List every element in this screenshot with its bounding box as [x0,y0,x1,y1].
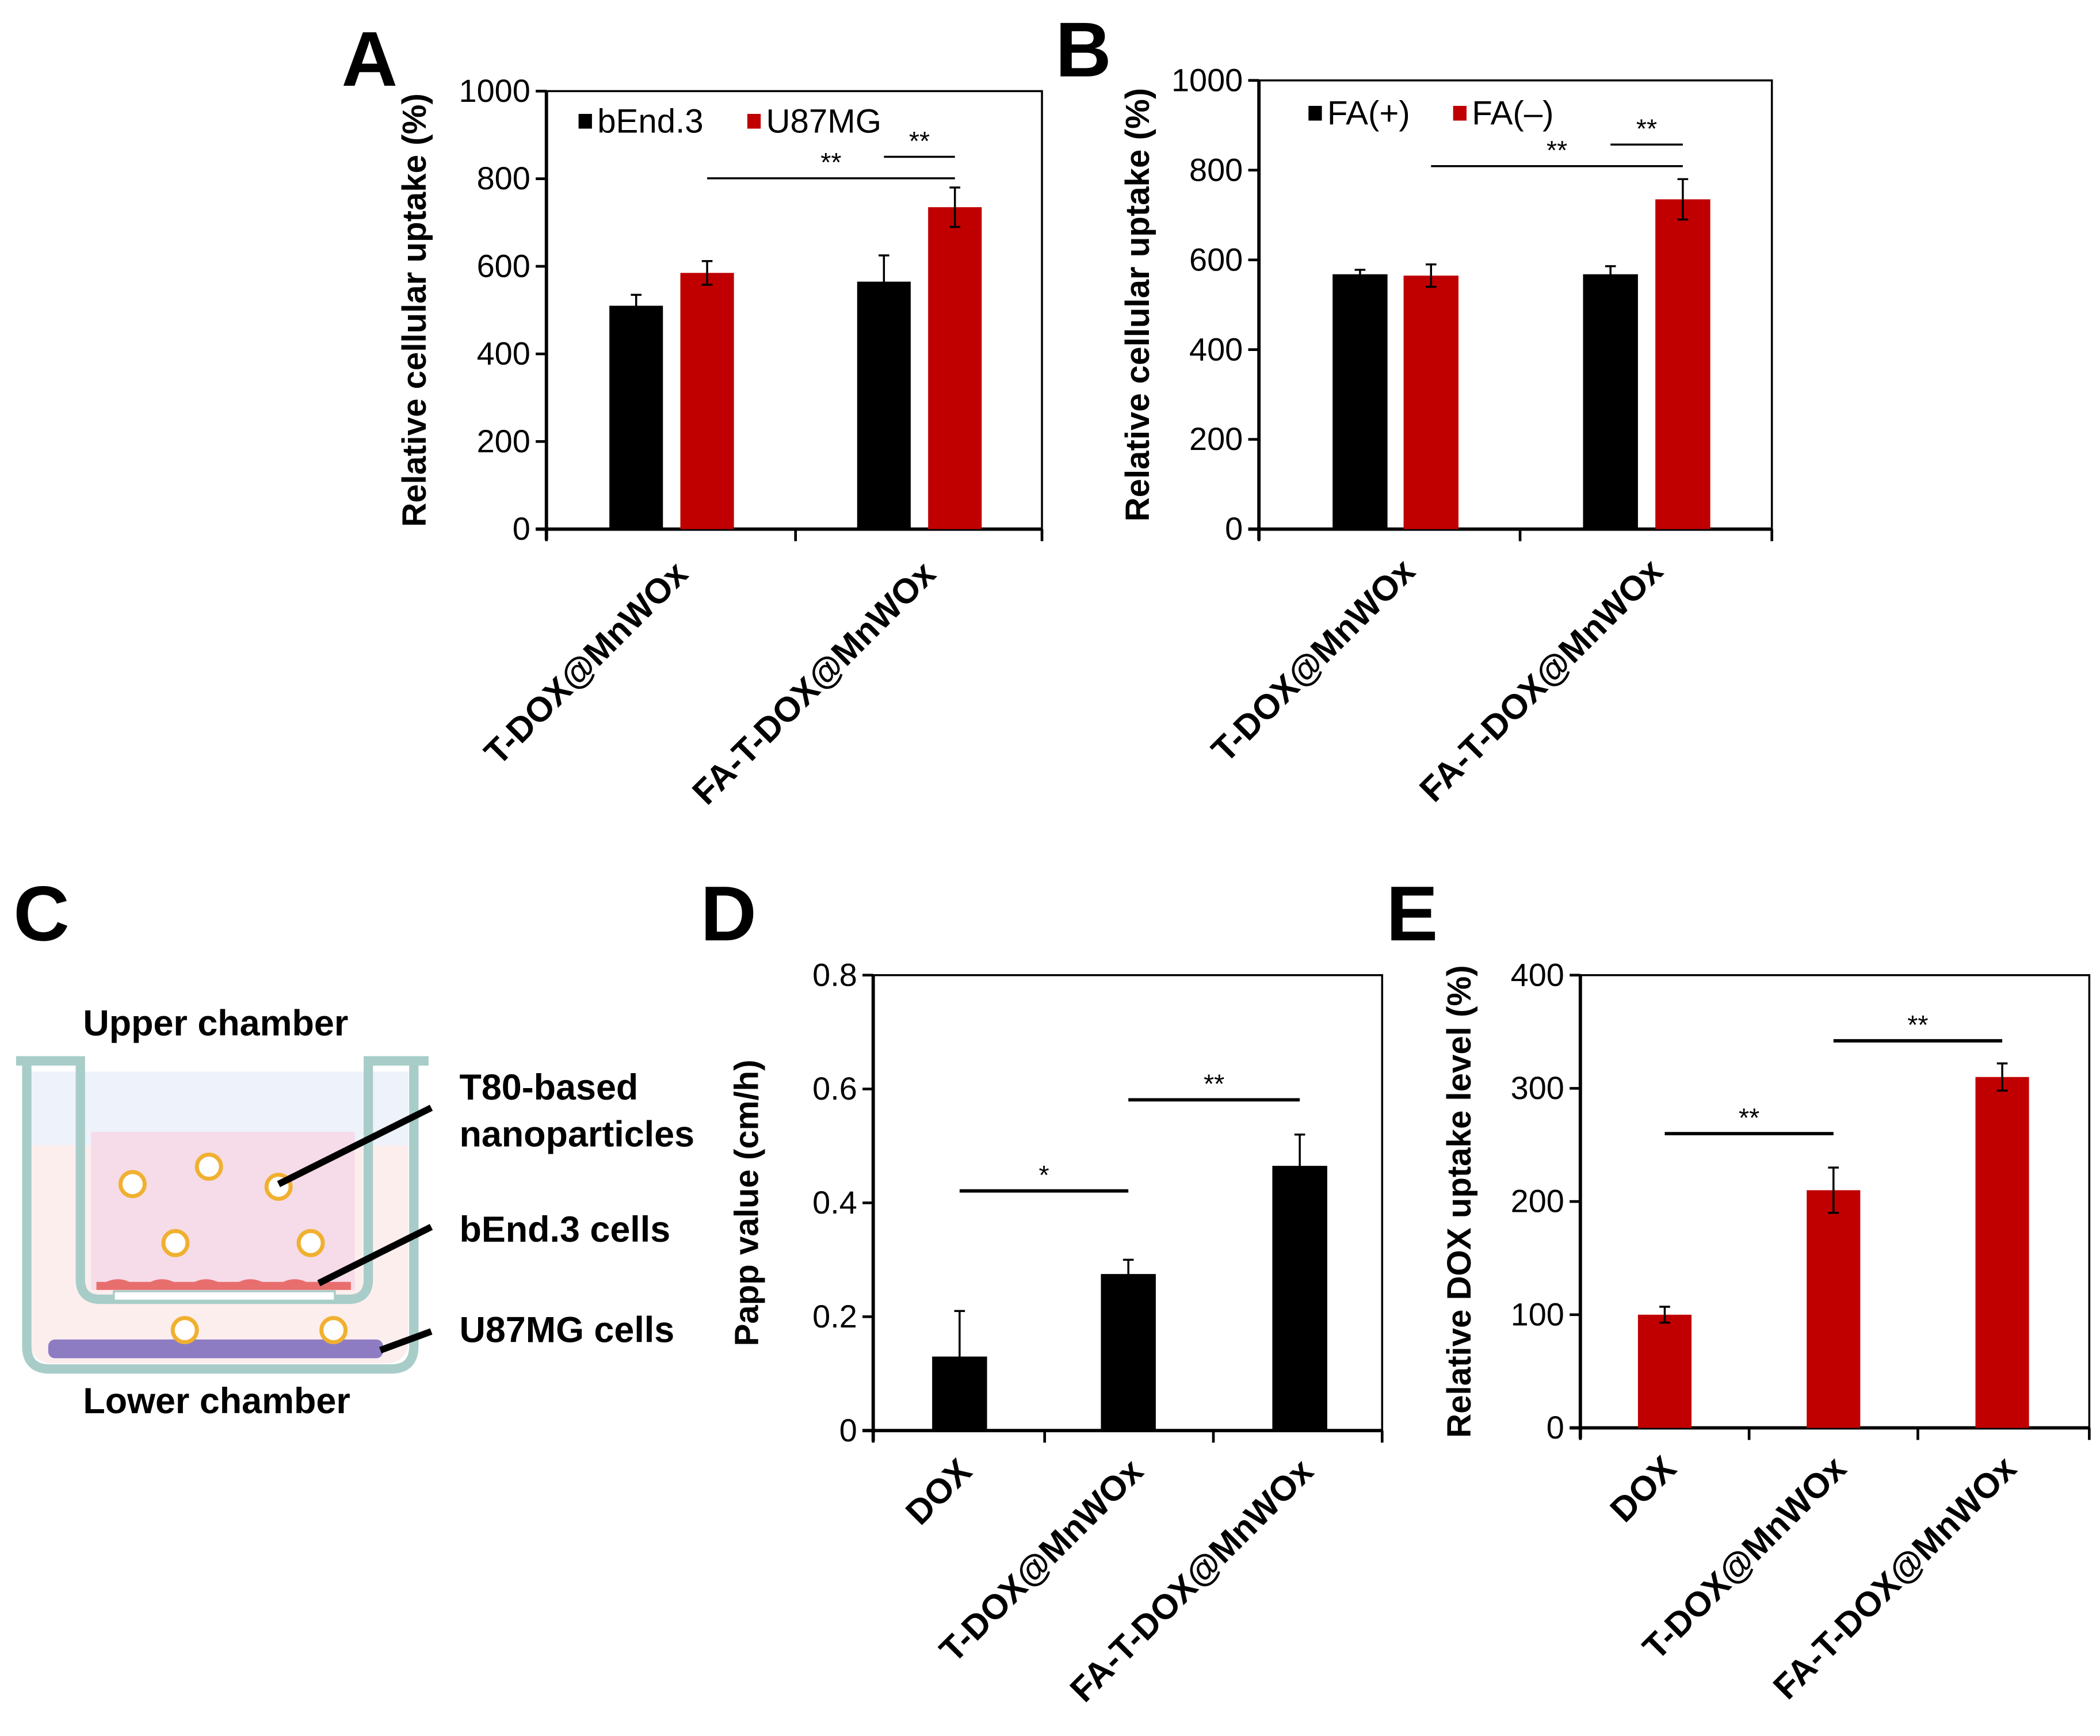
y-tick-label: 800 [1189,151,1243,188]
y-tick-label: 800 [477,160,530,196]
y-axis-label: Relative cellular uptake (%) [1119,88,1156,521]
bar [928,207,982,529]
category-label: DOX [898,1451,979,1532]
legend-label: FA(–) [1472,95,1553,132]
chart-a: 0 200 400 600 800 1000 Relative cellular uptak… [396,73,1044,812]
chart-e: 0 100 200 300 400 Relative DOX uptake level (… [1441,956,2091,1707]
y-tick-label: 200 [477,423,530,459]
bar [1403,275,1458,529]
u87mg-cells [48,1339,383,1359]
nanoparticles-label-2: nanoparticles [459,1115,694,1155]
panel-label-c: C [13,870,69,957]
bar [680,273,734,529]
pointer-lines [277,1104,433,1353]
category-label: FA-T-DOX@MnWOx [685,554,943,812]
bar [1655,199,1710,529]
bend3-cells [96,1279,351,1290]
category-label: DOX [1602,1448,1683,1529]
well-wall [22,1065,419,1374]
y-tick-label: 1000 [1171,62,1243,98]
bar [1975,1077,2029,1428]
y-tick-label: 400 [1189,331,1243,367]
y-axis-label: Relative cellular uptake (%) [396,93,433,526]
y-tick-label: 0.8 [812,956,857,993]
y-axis-label: Relative DOX uptake level (%) [1441,965,1478,1437]
bar [1583,274,1638,529]
y-tick-label: 600 [477,247,530,284]
upper-chamber-label: Upper chamber [83,1003,348,1043]
y-tick-label: 200 [1511,1183,1564,1219]
legend-swatch [1308,105,1322,121]
significance-label: * [1038,1160,1049,1190]
y-axis-label: Papp value (cm/h) [728,1059,766,1346]
significance-label: ** [1547,135,1567,165]
u87mg-cells-label: U87MG cells [459,1310,674,1350]
significance-label: ** [909,126,930,156]
y-tick-label: 0 [1225,510,1243,547]
bar [609,306,663,529]
y-tick-label: 600 [1189,241,1243,277]
legend-swatch [747,113,761,129]
significance-label: ** [1739,1102,1759,1132]
y-tick-label: 400 [1511,956,1564,993]
y-tick-label: 200 [1189,421,1243,457]
legend-swatch [1453,105,1467,121]
legend-label: FA(+) [1327,95,1410,132]
significance-label: ** [1907,1010,1928,1040]
legend-label: bEnd.3 [597,103,703,140]
significance-label: ** [1636,114,1657,144]
y-tick-label: 0.2 [812,1298,857,1334]
panel-label-a: A [342,16,398,102]
significance-label: ** [820,147,841,177]
bar [1272,1166,1327,1431]
significance-label: ** [1204,1069,1224,1099]
legend-swatch [578,113,592,129]
transwell-diagram: Upper chamber T80-based nanoparticles bE… [16,1003,694,1421]
bend3-cells-label: bEnd.3 cells [459,1210,670,1250]
bar [1637,1314,1692,1428]
y-tick-label: 0 [1547,1409,1564,1445]
y-tick-label: 0 [839,1412,857,1448]
category-label: T-DOX@MnWOx [1204,551,1422,769]
membrane-pores [113,1290,336,1302]
category-label: T-DOX@MnWOx [476,554,695,772]
y-tick-label: 300 [1511,1070,1564,1106]
chart-b: 0 200 400 600 800 1000 Relative cellular uptak… [1119,62,1774,809]
insert-medium [91,1132,355,1290]
nanoparticles-label-1: T80-based [459,1067,638,1108]
y-tick-label: 400 [477,335,530,372]
nanoparticles [119,1153,348,1345]
y-tick-label: 100 [1511,1296,1564,1332]
panel-label-b: B [1055,6,1112,93]
panel-label-e: E [1386,870,1438,957]
bar [1807,1190,1861,1428]
y-tick-label: 0 [513,510,530,547]
y-tick-label: 0.6 [812,1070,857,1107]
panel-label-d: D [700,870,757,957]
bar [1101,1274,1156,1431]
lower-chamber-label: Lower chamber [83,1381,350,1421]
category-label: FA-T-DOX@MnWOx [1412,551,1670,809]
y-tick-label: 0.4 [812,1184,857,1220]
bar [1332,274,1388,529]
legend-label: U87MG [766,103,881,140]
y-tick-label: 1000 [459,73,530,109]
bar [857,281,911,529]
